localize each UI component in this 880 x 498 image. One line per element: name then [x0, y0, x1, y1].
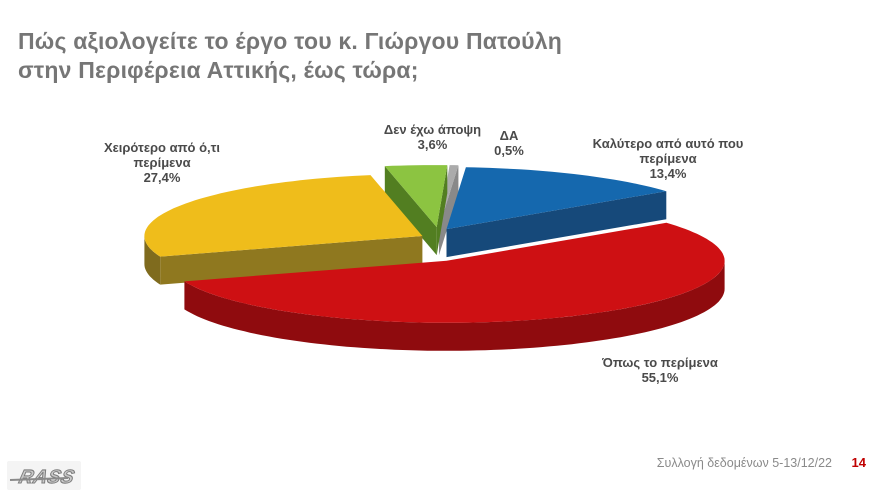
slice-label-as-expected: Όπως το περίμενα 55,1% — [570, 355, 750, 385]
rass-logo-graphic: RASS — [9, 466, 77, 488]
rass-logo-strike — [9, 476, 69, 481]
slice-label-better: Καλύτερο από αυτό που περίμενα 13,4% — [583, 136, 753, 182]
page-title-line1: Πώς αξιολογείτε το έργο του κ. Γιώργου Π… — [18, 28, 562, 55]
slice-label-better-pct: 13,4% — [649, 166, 687, 182]
slice-label-no-opinion-pct: 3,6% — [417, 137, 448, 153]
data-collection-note: Συλλογή δεδομένων 5-13/12/22 — [656, 456, 832, 470]
rass-logo-text: RASS — [17, 467, 77, 488]
slice-label-da-text: ΔΑ — [499, 128, 519, 143]
page-title: Πώς αξιολογείτε το έργο του κ. Γιώργου Π… — [18, 27, 618, 85]
slice-label-as-expected-pct: 55,1% — [641, 370, 679, 386]
page-title-line2: στην Περιφέρεια Αττικής, έως τώρα; — [18, 57, 419, 84]
slice-label-da: ΔΑ 0,5% — [479, 128, 539, 158]
slice-label-worse: Χειρότερο από ό,τι περίμενα 27,4% — [92, 140, 232, 186]
page-number: 14 — [851, 455, 866, 470]
rass-logo: RASS — [7, 461, 81, 490]
slice-label-worse-text: Χειρότερο από ό,τι περίμενα — [103, 140, 221, 171]
slice-label-no-opinion-text: Δεν έχω άποψη — [383, 122, 482, 137]
slice-label-as-expected-text: Όπως το περίμενα — [602, 355, 718, 370]
slice-label-worse-pct: 27,4% — [143, 170, 181, 186]
slice-label-no-opinion: Δεν έχω άποψη 3,6% — [360, 122, 505, 152]
slice-label-da-pct: 0,5% — [494, 143, 524, 159]
slice-label-better-text: Καλύτερο από αυτό που περίμενα — [592, 136, 744, 167]
